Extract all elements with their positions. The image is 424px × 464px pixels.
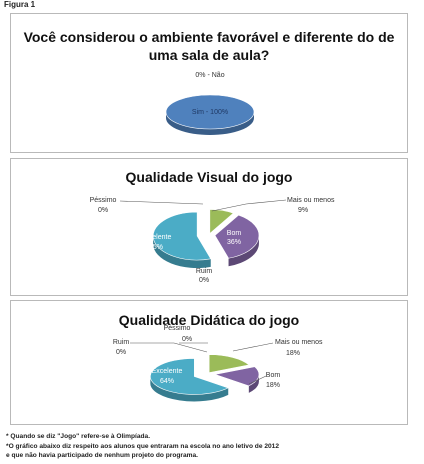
ambiente-slice-sim bbox=[165, 94, 255, 130]
data-label-excelente: Excelente bbox=[152, 368, 183, 375]
chart-panel-ambiente: Você considerou o ambiente favorável e d… bbox=[10, 13, 408, 153]
pie-chart-ambiente: Sim - 100% 0% - Não bbox=[165, 72, 255, 135]
data-label-bom-pct: 36% bbox=[227, 239, 241, 246]
data-label-ruim-pct: 0% bbox=[116, 349, 126, 356]
data-label-ruim-pct: 0% bbox=[199, 277, 209, 284]
didatica-slice-bom bbox=[213, 366, 260, 387]
chart-title-ambiente: Você considerou o ambiente favorável e d… bbox=[23, 29, 395, 63]
data-label-mais-ou-menos: Mais ou menos bbox=[275, 339, 323, 346]
data-label-pessimo: Péssimo bbox=[90, 197, 117, 204]
chart-title-didatica: Qualidade Didática do jogo bbox=[118, 312, 300, 328]
footnote-1: * Quando se diz "Jogo" refere-se à Olimp… bbox=[6, 433, 151, 440]
data-label-excelente-pct: 64% bbox=[160, 378, 174, 385]
footnote-3: e que não havia participado de nenhum pr… bbox=[6, 452, 198, 459]
data-label-bom: Bom bbox=[227, 230, 242, 237]
leader-line-ruim bbox=[130, 342, 208, 353]
data-label-pessimo: Péssimo bbox=[164, 325, 191, 332]
data-label-sim: Sim - 100% bbox=[192, 109, 228, 116]
data-label-mais-ou-menos-pct: 9% bbox=[298, 207, 308, 214]
visual-slice-bom-side bbox=[228, 235, 259, 267]
leader-line-mais-ou-menos bbox=[232, 342, 274, 352]
visual-slice-mais-ou-menos bbox=[209, 209, 235, 235]
data-label-ruim: Ruim bbox=[113, 339, 130, 346]
data-label-bom-pct: 18% bbox=[266, 382, 280, 389]
pie-chart-visual: Mais ou menos 9% Bom 36% Ruim 0% Excelente 55% P… bbox=[90, 197, 335, 284]
didatica-slice-mais-ou-menos bbox=[208, 354, 250, 373]
didatica-slice-excelente-side bbox=[150, 376, 229, 402]
didatica-slice-excelente bbox=[150, 358, 230, 395]
data-label-nao: 0% - Não bbox=[195, 72, 224, 79]
data-label-mais-ou-menos: Mais ou menos bbox=[287, 197, 335, 204]
chart-panel-visual: Qualidade Visual do jogo Mais ou menos 9%… bbox=[10, 158, 408, 296]
leader-line-pessimo bbox=[119, 200, 204, 205]
figure-label: Figura 1 bbox=[4, 0, 36, 9]
data-label-pessimo-pct: 0% bbox=[98, 207, 108, 214]
data-label-excelente-pct: 55% bbox=[149, 244, 163, 251]
chart-panel-didatica: Qualidade Didática do jogo Péssimo 0% Ruim… bbox=[10, 300, 408, 425]
data-label-ruim: Ruim bbox=[196, 268, 213, 275]
footnote-2: *O gráfico abaixo diz respeito aos aluno… bbox=[6, 442, 279, 450]
pie-chart-didatica: Péssimo 0% Ruim 0% Mais ou menos 18% Bom 18% Exc… bbox=[113, 325, 323, 402]
data-label-mais-ou-menos-pct: 18% bbox=[286, 350, 300, 357]
data-label-bom: Bom bbox=[266, 372, 281, 379]
chart-title-visual: Qualidade Visual do jogo bbox=[125, 169, 293, 185]
footnotes: * Quando se diz "Jogo" refere-se à Olimp… bbox=[6, 432, 279, 461]
ambiente-slice-sim-side bbox=[166, 112, 254, 135]
leader-line-bom bbox=[248, 375, 267, 385]
data-label-excelente: Excelente bbox=[141, 234, 172, 241]
data-label-pessimo-pct: 0% bbox=[182, 336, 192, 343]
visual-slice-bom bbox=[214, 214, 260, 259]
leader-line-mais-ou-menos bbox=[211, 199, 287, 212]
didatica-slice-bom-side bbox=[248, 374, 259, 393]
visual-slice-excelente bbox=[152, 211, 212, 261]
